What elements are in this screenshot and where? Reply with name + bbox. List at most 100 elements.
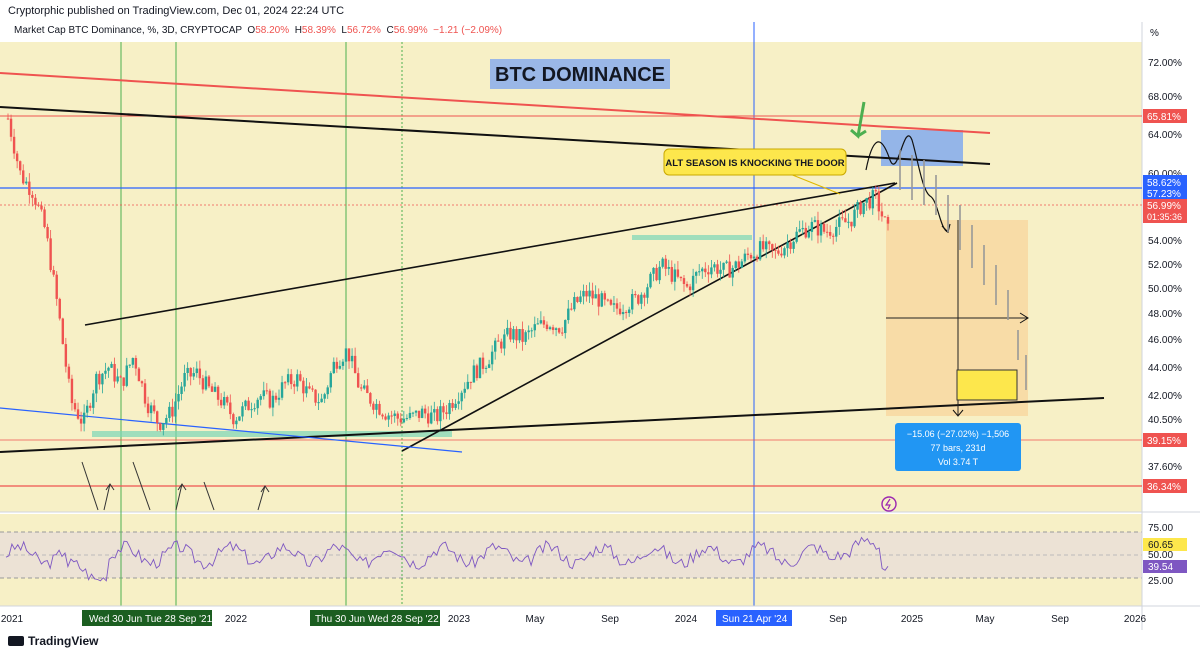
candle-body bbox=[463, 388, 466, 393]
label-top-red: 65.81% bbox=[1147, 112, 1181, 123]
y-tick-0: 72.00% bbox=[1148, 58, 1182, 69]
price-axis[interactable]: % 72.00% 68.00% 64.00% 60.00% 54.00% 52.00% 50… bbox=[1148, 28, 1182, 473]
marker-sep22: Wed 28 Sep '22 bbox=[368, 614, 439, 625]
candle-body bbox=[6, 118, 10, 120]
candle-body bbox=[691, 275, 695, 291]
candle-body bbox=[548, 327, 552, 330]
rsi-50: 50.00 bbox=[1148, 550, 1173, 561]
candle-body bbox=[253, 408, 256, 410]
candle-body bbox=[305, 386, 308, 394]
candle-body bbox=[104, 370, 107, 374]
title-bg bbox=[490, 59, 670, 89]
candle-body bbox=[347, 348, 351, 362]
candle-body bbox=[527, 330, 530, 333]
candle-body bbox=[704, 268, 707, 273]
candle-body bbox=[107, 367, 110, 371]
candle-body bbox=[417, 410, 421, 418]
green-arrow-marker bbox=[850, 101, 867, 139]
candle-body bbox=[859, 202, 862, 215]
candle-body bbox=[667, 267, 670, 269]
candle-body bbox=[9, 118, 13, 137]
high-value: 58.39% bbox=[301, 25, 336, 36]
rsi-60: 60.65 bbox=[1148, 540, 1173, 551]
close-label: C bbox=[386, 25, 394, 36]
candle-body bbox=[52, 270, 55, 275]
trend-red-top[interactable] bbox=[0, 72, 991, 134]
candle-body bbox=[609, 299, 613, 305]
candle-body bbox=[573, 296, 576, 310]
candle-body bbox=[204, 376, 208, 390]
candle-body bbox=[323, 394, 326, 399]
candle-body bbox=[149, 405, 153, 414]
candle-body bbox=[728, 261, 731, 278]
candle-body bbox=[886, 216, 890, 224]
candle-body bbox=[624, 312, 628, 314]
candle-body bbox=[606, 299, 610, 301]
candle-body bbox=[226, 397, 229, 403]
candle-body bbox=[308, 386, 311, 389]
candle-body bbox=[28, 181, 31, 195]
candle-body bbox=[350, 355, 354, 362]
candle-body bbox=[436, 409, 439, 422]
resistance-band bbox=[632, 235, 752, 240]
candle-body bbox=[631, 294, 634, 310]
target-zone[interactable] bbox=[956, 369, 1018, 401]
y-tick-7: 48.00% bbox=[1148, 309, 1182, 320]
candle-body bbox=[521, 329, 524, 342]
trend-rising-wedge-bottom[interactable] bbox=[401, 182, 898, 452]
candle-body bbox=[162, 423, 165, 430]
candle-body bbox=[433, 409, 436, 413]
candle-body bbox=[381, 414, 384, 417]
candle-body bbox=[734, 261, 737, 268]
rsi-path bbox=[5, 536, 889, 582]
candle-body bbox=[165, 418, 168, 424]
candle-body bbox=[159, 423, 162, 430]
axis-unit[interactable]: % bbox=[1150, 28, 1159, 39]
candle-body bbox=[70, 378, 74, 404]
candle-body bbox=[539, 320, 543, 324]
candle-body bbox=[210, 386, 214, 392]
candle-body bbox=[576, 296, 579, 302]
candle-body bbox=[676, 269, 680, 277]
trend-rising-wedge-top[interactable] bbox=[84, 182, 896, 326]
candle-body bbox=[274, 395, 278, 400]
candle-body bbox=[771, 244, 774, 250]
candle-body bbox=[862, 202, 865, 215]
candle-body bbox=[856, 202, 859, 210]
candle-body bbox=[798, 229, 801, 232]
brand-text: TradingView bbox=[28, 634, 99, 648]
candle-body bbox=[618, 308, 622, 315]
candle-body bbox=[195, 368, 198, 374]
candle-body bbox=[34, 197, 37, 205]
candle-body bbox=[134, 358, 138, 369]
candle-body bbox=[189, 367, 192, 377]
candle-body bbox=[716, 264, 719, 274]
candle-body bbox=[847, 221, 850, 223]
candle-body bbox=[478, 357, 482, 379]
trend-black-support[interactable] bbox=[0, 397, 1105, 453]
label-countdown: 01:35:36 bbox=[1147, 212, 1182, 222]
rsi-75: 75.00 bbox=[1148, 523, 1173, 534]
candle-body bbox=[372, 403, 375, 410]
lightning-icon[interactable] bbox=[881, 496, 897, 512]
label-lower-red: 39.15% bbox=[1147, 436, 1181, 447]
candle-body bbox=[512, 329, 515, 340]
callout-text: ALT SEASON IS KNOCKING THE DOOR bbox=[665, 158, 844, 169]
candle-body bbox=[500, 341, 503, 349]
candle-body bbox=[186, 367, 189, 373]
time-axis[interactable]: 2021 2022 2023 May Sep 2024 Sep 2025 May Sep 2026 bbox=[1, 614, 1147, 625]
x-tick-1: 2022 bbox=[225, 614, 248, 625]
candle-body bbox=[262, 390, 265, 397]
candle-body bbox=[329, 373, 332, 388]
candle-body bbox=[423, 408, 427, 414]
candle-body bbox=[865, 197, 868, 203]
candle-body bbox=[789, 242, 792, 249]
candle-body bbox=[375, 403, 378, 410]
marker-jun21: Wed 30 Jun bbox=[89, 614, 142, 625]
annotation-arrows bbox=[81, 461, 270, 511]
candle-body bbox=[883, 216, 887, 218]
alt-season-callout[interactable]: ALT SEASON IS KNOCKING THE DOOR bbox=[663, 148, 847, 195]
open-label: O bbox=[247, 25, 256, 36]
y-tick-9: 44.00% bbox=[1148, 363, 1182, 374]
